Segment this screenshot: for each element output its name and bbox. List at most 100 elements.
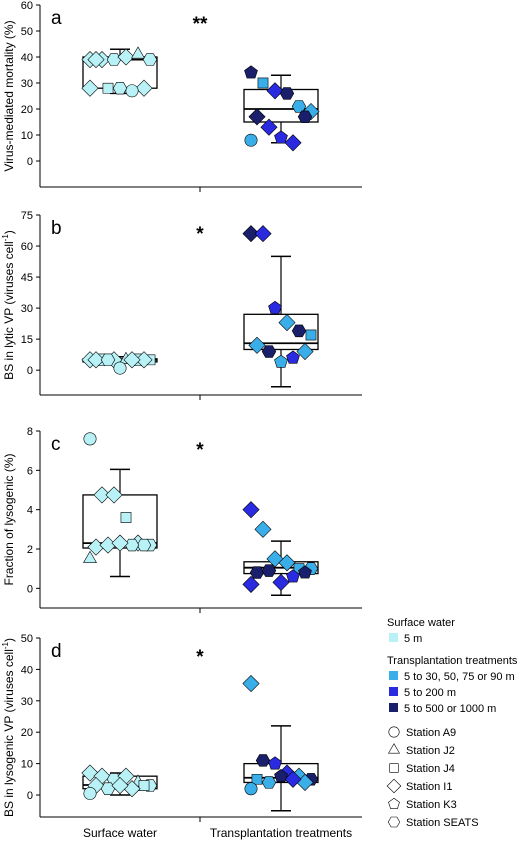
data-point-diamond: [87, 538, 105, 556]
data-point-pentagon: [286, 350, 300, 364]
data-point-hexagon: [100, 782, 116, 795]
data-point-diamond: [248, 108, 266, 126]
y-tick-label: 75: [21, 210, 33, 222]
data-point-pentagon: [268, 300, 282, 314]
group-transplantation: [242, 674, 319, 812]
data-point-hexagon: [291, 324, 307, 338]
y-tick-label: 60: [21, 0, 33, 12]
y-tick-label: 4: [27, 505, 33, 517]
data-point-square: [102, 82, 114, 94]
y-tick-label: 10: [21, 130, 33, 142]
x-category-surface: Surface water: [83, 826, 157, 840]
data-point-diamond: [93, 486, 111, 504]
data-point-pentagon: [274, 354, 288, 368]
significance-mark: *: [196, 440, 204, 461]
legend-swatch: [389, 633, 398, 642]
data-point-pentagon: [274, 768, 288, 783]
data-point-diamond: [266, 82, 284, 100]
y-tick-label: 30: [21, 696, 33, 708]
data-point-hexagon: [261, 564, 277, 577]
data-point-diamond: [254, 225, 272, 243]
data-point-diamond: [242, 501, 260, 519]
data-point-pentagon: [274, 130, 288, 144]
legend-station-label: Station A9: [406, 727, 456, 739]
data-point-diamond: [123, 351, 141, 369]
data-point-hexagon: [261, 776, 277, 789]
legend-shape-pentagon: [388, 797, 400, 809]
legend-treatment-title: Transplantation treatments: [387, 655, 518, 667]
data-point-diamond: [254, 520, 272, 538]
y-tick-label: 30: [21, 303, 33, 315]
data-point-triangle: [83, 550, 97, 563]
legend-shape-diamond: [386, 778, 402, 794]
data-point-square: [305, 329, 317, 341]
data-point-diamond: [242, 225, 260, 243]
y-tick-label: 10: [21, 759, 33, 771]
legend-swatch: [389, 703, 398, 712]
data-point-diamond: [260, 118, 278, 136]
legend-item-label: 5 to 200 m: [404, 687, 456, 699]
significance-mark: *: [196, 647, 204, 668]
legend-station-label: Station SEATS: [406, 817, 479, 829]
data-point-diamond: [105, 486, 123, 504]
significance-mark: *: [196, 224, 204, 245]
legend-shape-circle: [388, 726, 400, 738]
y-axis-label: BS in lysogenic VP (viruses cell-1): [1, 638, 16, 817]
group-surface: [82, 432, 158, 578]
data-point-circle: [125, 84, 139, 98]
group-surface: [81, 46, 158, 98]
data-point-diamond: [87, 51, 105, 69]
data-point-diamond: [99, 536, 117, 554]
data-point-hexagon: [100, 353, 116, 367]
y-tick-label: 2: [27, 544, 33, 556]
data-point-hexagon: [255, 754, 271, 767]
data-point-diamond: [278, 314, 296, 332]
data-point-diamond: [117, 48, 135, 66]
legend-item-label: 5 to 30, 50, 75 or 90 m: [404, 671, 515, 683]
data-point-diamond: [278, 554, 296, 572]
y-tick-label: 40: [21, 664, 33, 676]
data-point-hexagon: [249, 566, 265, 579]
legend-swatch: [389, 687, 398, 696]
data-point-hexagon: [297, 110, 313, 124]
data-point-diamond: [135, 79, 153, 97]
y-tick-label: 60: [21, 241, 33, 253]
data-point-diamond: [242, 674, 260, 693]
x-axis-category-labels: Surface water Transplantation treatments: [83, 826, 352, 840]
data-point-hexagon: [124, 538, 140, 552]
data-point-triangle: [131, 46, 145, 59]
data-point-square: [138, 780, 150, 791]
y-tick-label: 0: [27, 583, 33, 595]
y-axis-label: BS in lytic VP (viruses cell-1): [1, 230, 16, 380]
data-point-diamond: [272, 573, 290, 591]
data-point-circle: [244, 782, 258, 796]
group-transplantation: [243, 65, 320, 152]
y-tick-label: 20: [21, 727, 33, 739]
y-tick-label: 0: [27, 790, 33, 802]
panel-letter: b: [51, 218, 62, 239]
legend-surface-title: Surface water: [387, 617, 455, 629]
y-axis-label: Virus-mediated mortality (%): [2, 20, 16, 171]
data-point-diamond: [242, 575, 260, 593]
legend-shape-hexagon: [387, 816, 401, 828]
legend-shape-triangle: [388, 743, 400, 754]
data-point-hexagon: [136, 538, 152, 552]
y-tick-label: 8: [27, 426, 33, 438]
group-transplantation: [242, 225, 319, 388]
data-point-circle: [83, 432, 97, 446]
panel-letter: a: [51, 8, 62, 29]
data-point-pentagon: [298, 565, 312, 579]
y-tick-label: 15: [21, 334, 33, 346]
data-point-diamond: [111, 534, 129, 552]
legend-swatch: [389, 671, 398, 680]
data-point-hexagon: [106, 53, 122, 66]
panel-b: 0 15 30 45 60 75 BS in lytic VP (viruses cell-…: [1, 210, 362, 400]
group-transplantation: [242, 501, 319, 596]
data-point-diamond: [111, 777, 129, 795]
legend-station-label: Station K3: [406, 799, 457, 811]
data-point-hexagon: [142, 53, 158, 66]
y-tick-label: 40: [21, 52, 33, 64]
data-point-hexagon: [261, 345, 277, 358]
